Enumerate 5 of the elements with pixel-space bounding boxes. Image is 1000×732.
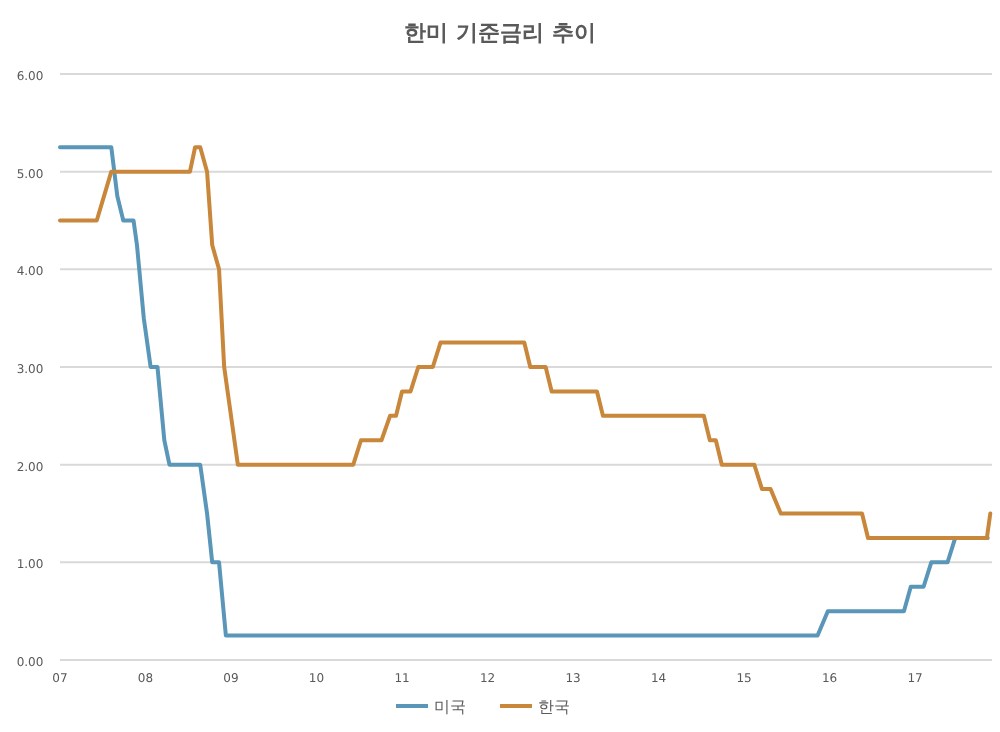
legend-label: 한국 [538,698,570,716]
legend-label: 미국 [434,698,466,716]
line-series [58,145,990,638]
chart-title: 한미 기준금리 추이 [404,20,596,46]
line-series [58,145,993,540]
